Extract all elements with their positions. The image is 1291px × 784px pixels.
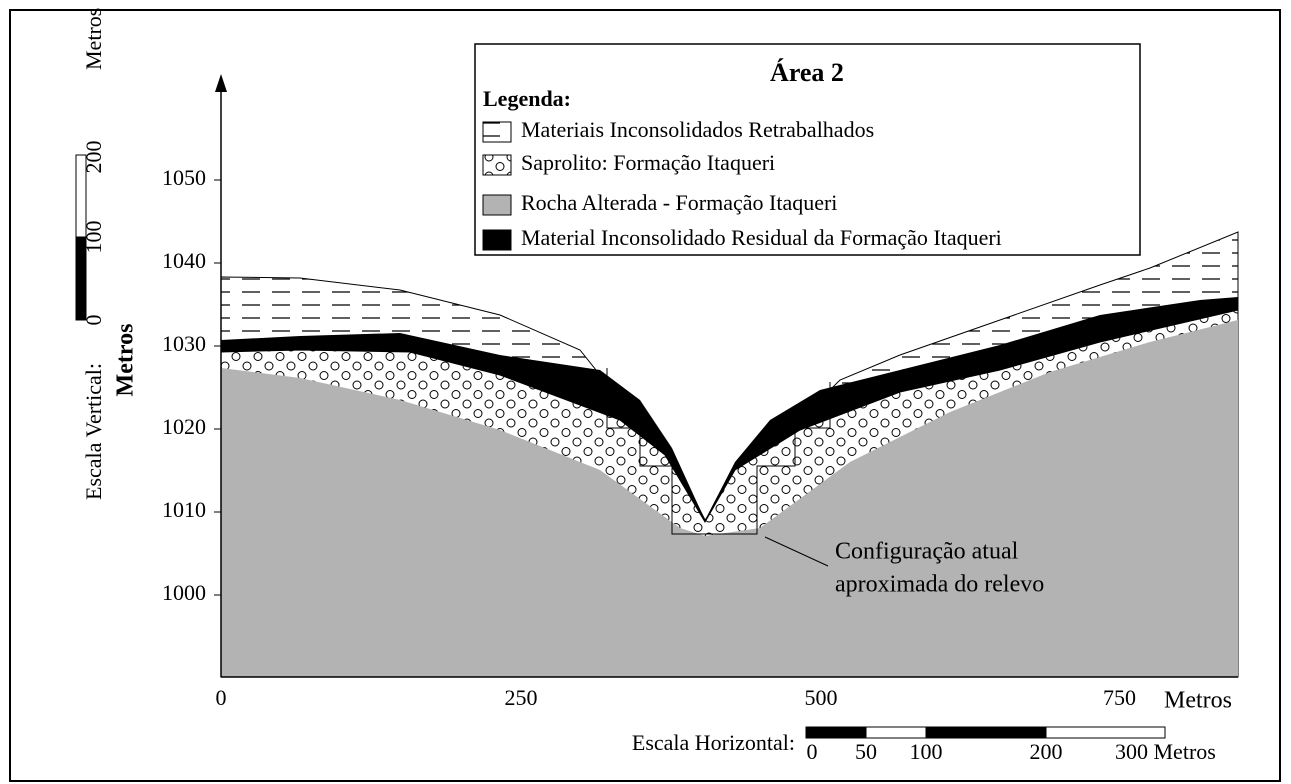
y-tick-label: 1010 <box>162 497 206 522</box>
y-tick-label: 1050 <box>162 165 206 190</box>
v-scale-tick: 0 <box>81 315 106 326</box>
legend-swatch <box>483 155 511 175</box>
scale-white <box>1046 727 1165 738</box>
y-tick-label: 1020 <box>162 414 206 439</box>
legend-heading: Legenda: <box>483 86 571 111</box>
x-tick-label: 750 <box>1103 685 1136 710</box>
x-tick-label: 0 <box>216 685 227 710</box>
legend-swatch <box>483 195 511 215</box>
legend-item: Material Inconsolidado Residual da Forma… <box>521 225 1002 250</box>
x-unit: Metros <box>1164 688 1232 714</box>
h-scale-tick: 200 <box>1030 739 1063 764</box>
h-scale-tick: 50 <box>855 739 877 764</box>
legend-swatch <box>483 230 511 250</box>
h-scale-label: Escala Horizontal: <box>632 730 795 755</box>
y-axis-label: Metros <box>113 324 139 397</box>
legend-item: Saprolito: Formação Itaqueri <box>521 150 775 175</box>
legend-item: Materiais Inconsolidados Retrabalhados <box>521 117 874 142</box>
h-scale-tick: 300 Metros <box>1115 739 1216 764</box>
v-scale-label: Escala Vertical: <box>81 363 106 500</box>
legend-title: Área 2 <box>770 58 844 87</box>
h-scale-tick: 0 <box>807 739 818 764</box>
scale-black <box>926 727 1046 738</box>
y-tick-label: 1030 <box>162 331 206 356</box>
x-tick-label: 500 <box>805 685 838 710</box>
diagram: Metros 105010401030102010101000025050075… <box>0 0 1291 784</box>
v-scale-tick: 100 <box>81 221 106 254</box>
annotation: Configuração atual <box>835 539 1019 565</box>
scale-white <box>866 727 926 738</box>
y-tick-label: 1000 <box>162 580 206 605</box>
legend-swatch <box>483 122 511 142</box>
y-tick-label: 1040 <box>162 248 206 273</box>
v-scale-tick: 200 <box>81 141 106 174</box>
v-scale-unit: Metros <box>81 8 106 70</box>
annotation: aproximada do relevo <box>835 572 1044 598</box>
h-scale-tick: 100 <box>910 739 943 764</box>
x-tick-label: 250 <box>505 685 538 710</box>
scale-black <box>806 727 866 738</box>
legend-item: Rocha Alterada - Formação Itaqueri <box>521 190 837 215</box>
